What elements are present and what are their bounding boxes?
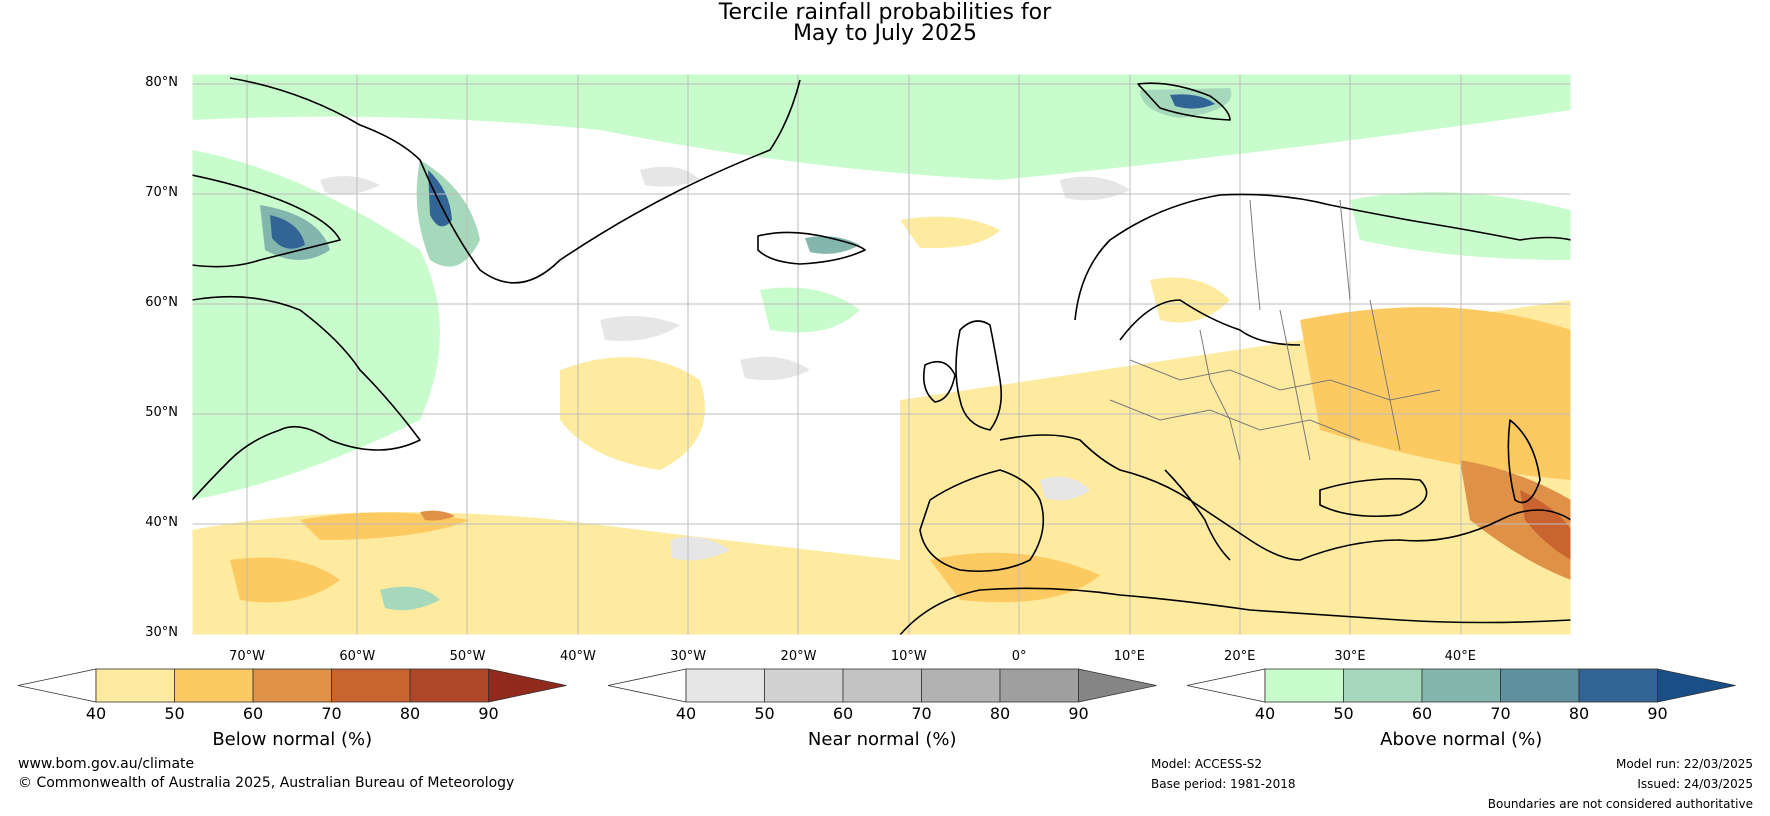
lon-label: 60°W <box>339 649 376 664</box>
colorbar-segment <box>1578 668 1658 703</box>
italy-coast <box>1164 469 1231 561</box>
issued-date: Issued: 24/03/2025 <box>1637 777 1753 791</box>
lon-label: 20°W <box>780 649 817 664</box>
model-name: Model: ACCESS-S2 <box>1151 757 1263 771</box>
colorbar-tick-label: 80 <box>399 704 421 723</box>
colorbar-segment <box>174 668 254 703</box>
lon-label: 40°W <box>559 649 596 664</box>
colorbar-tick-label: 40 <box>1254 704 1276 723</box>
colorbar-tick-label: 60 <box>1411 704 1433 723</box>
lon-label: 30°W <box>670 649 707 664</box>
lon-label: 30°E <box>1334 649 1366 664</box>
colorbar-tick-label: 70 <box>1490 704 1511 723</box>
colorbar-title: Above normal (%) <box>1380 729 1543 750</box>
colorbar-tick-label: 60 <box>242 704 264 723</box>
graticule <box>192 74 1571 635</box>
lon-label: 20°E <box>1224 649 1256 664</box>
lon-label: 70°W <box>229 649 265 664</box>
lat-label: 80°N <box>145 75 178 90</box>
iberia-coast <box>919 469 1045 573</box>
colorbar-tick-label: 50 <box>164 704 185 723</box>
colorbar-title: Near normal (%) <box>807 729 957 750</box>
colorbar-tick-label: 40 <box>675 704 697 723</box>
model-run-date: Model run: 22/03/2025 <box>1615 757 1753 771</box>
colorbar-segment <box>921 668 1001 703</box>
colorbar-segment <box>1264 668 1344 703</box>
colorbar-over-arrow <box>1078 668 1157 703</box>
disclaimer: Boundaries are not considered authoritat… <box>1487 797 1753 811</box>
colorbar-tick-label: 80 <box>989 704 1011 723</box>
colorbar-segment <box>764 668 844 703</box>
lon-label: 10°E <box>1113 649 1146 664</box>
colorbar-over-arrow <box>1657 668 1736 703</box>
lon-label: 0° <box>1011 649 1027 664</box>
greenland-coast <box>229 77 801 284</box>
colorbar-segment <box>842 668 922 703</box>
colorbar-segment <box>1343 668 1423 703</box>
ireland-coast <box>922 360 956 403</box>
svalbard-coast <box>1137 82 1231 121</box>
map-title-line2: May to July 2025 <box>792 21 978 46</box>
colorbar-segment <box>252 668 332 703</box>
lat-label: 70°N <box>145 185 178 200</box>
colorbar-segment <box>999 668 1079 703</box>
colorbar-tick-label: 70 <box>911 704 932 723</box>
lon-label: 50°W <box>449 649 486 664</box>
colorbar-title: Below normal (%) <box>212 729 373 750</box>
near-normal-shading <box>320 166 1130 561</box>
colorbar-under-arrow <box>17 668 97 703</box>
coastlines <box>192 77 1571 635</box>
lat-label: 50°N <box>145 405 178 420</box>
map-title-line1: Tercile rainfall probabilities for <box>718 0 1052 25</box>
colorbar-tick-label: 90 <box>478 704 499 723</box>
colorbar-tick-label: 50 <box>754 704 775 723</box>
website-link[interactable]: www.bom.gov.au/climate <box>18 756 195 772</box>
colorbar-segment <box>409 668 489 703</box>
lat-label: 40°N <box>145 515 178 530</box>
black-sea-coast <box>1319 477 1428 518</box>
britain-coast <box>955 320 1003 431</box>
colorbar-segment <box>95 668 175 703</box>
colorbar-over-arrow <box>488 668 567 703</box>
lon-label: 10°W <box>890 649 927 664</box>
colorbar-tick-label: 80 <box>1568 704 1590 723</box>
colorbar-tick-label: 90 <box>1647 704 1668 723</box>
lat-label: 60°N <box>145 295 178 310</box>
colorbar-tick-label: 60 <box>832 704 854 723</box>
colorbar-tick-label: 50 <box>1333 704 1354 723</box>
base-period: Base period: 1981-2018 <box>1151 777 1296 791</box>
caspian-coast <box>1507 419 1541 504</box>
colorbar-segment <box>1500 668 1580 703</box>
country-borders <box>1109 199 1441 461</box>
colorbar-segment <box>331 668 411 703</box>
colorbar-under-arrow <box>1186 668 1266 703</box>
lat-label: 30°N <box>145 625 178 640</box>
copyright-text: © Commonwealth of Australia 2025, Austra… <box>18 775 515 791</box>
colorbar-tick-label: 40 <box>85 704 107 723</box>
map-panel <box>192 74 1571 635</box>
lon-label: 40°E <box>1444 649 1476 664</box>
colorbar-tick-label: 90 <box>1068 704 1089 723</box>
iceland-coast <box>757 231 866 265</box>
colorbar-tick-label: 70 <box>321 704 342 723</box>
colorbar-segment <box>1421 668 1501 703</box>
colorbars <box>17 668 1736 703</box>
above-normal-shading <box>192 74 1571 611</box>
colorbar-under-arrow <box>607 668 687 703</box>
colorbar-segment <box>685 668 765 703</box>
below-normal-shading <box>192 216 1571 635</box>
